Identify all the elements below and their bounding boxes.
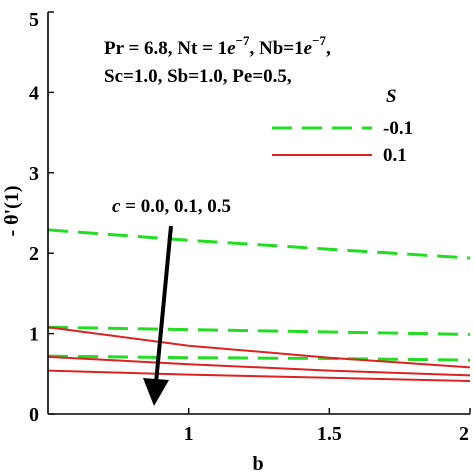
y-tick-label-0: 0 [29, 404, 39, 426]
arrow-shaft [154, 225, 173, 384]
y-tick-label-5: 5 [29, 9, 39, 31]
tick-layer: 1 1.5 2 0 1 2 3 4 5 [29, 9, 471, 445]
series-line-s0.1-c0.5 [47, 369, 471, 382]
legend-title: S [386, 86, 397, 107]
parameter-text-line-1: Pr = 6.8, Nt = 1e−7, Nb=1e−7, [104, 33, 331, 59]
x-tick-label-0: 1 [184, 423, 194, 445]
series-line-s-0.1-c0.5 [47, 354, 471, 362]
arrow-annotation-text: c = 0.0, 0.1, 0.5 [112, 196, 231, 217]
series-line-s0.1-c0.0 [47, 326, 471, 369]
series-line-s-0.1-c0.0 [47, 228, 471, 260]
x-axis-label: b [252, 453, 263, 474]
y-tick-label-2: 2 [29, 243, 39, 265]
legend-label-s-pos: 0.1 [383, 145, 407, 166]
x-tick-label-1: 1.5 [317, 423, 342, 445]
series-line-s-0.1-c0.1 [47, 325, 471, 336]
y-axis-label: - θ'(1) [1, 186, 23, 237]
legend-label-s-neg: -0.1 [383, 118, 413, 139]
y-tick-label-4: 4 [29, 82, 39, 104]
arrow-head [143, 378, 169, 406]
series-layer [47, 228, 471, 382]
y-tick-label-1: 1 [29, 324, 39, 346]
series-line-s0.1-c0.1 [47, 355, 471, 377]
x-tick-label-2: 2 [459, 423, 469, 445]
y-tick-label-3: 3 [29, 163, 39, 185]
parameter-text-line-2: Sc=1.0, Sb=1.0, Pe=0.5, [104, 66, 292, 87]
